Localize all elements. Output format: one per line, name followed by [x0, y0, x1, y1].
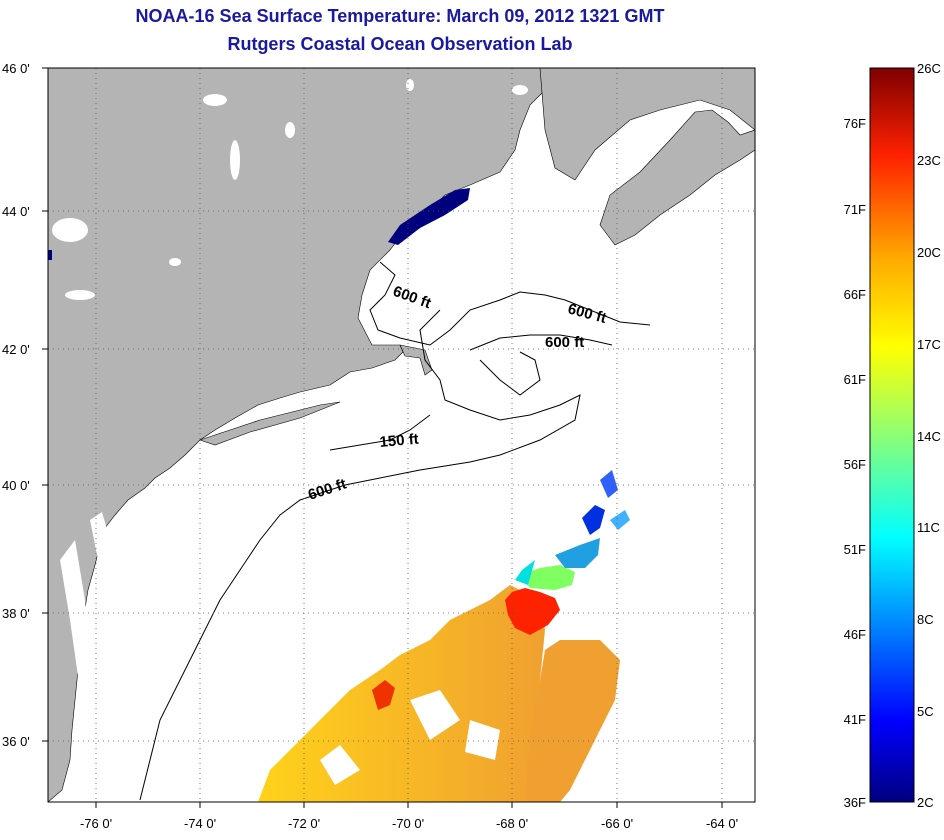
lat-label-42: 42 0' — [2, 342, 30, 357]
cb-c-14: 14C — [917, 429, 941, 444]
map-subtitle: Rutgers Coastal Ocean Observation Lab — [227, 34, 573, 54]
cb-f-51: 51F — [844, 542, 866, 557]
lon-label-68: -68 0' — [496, 816, 528, 831]
lon-label-74: -74 0' — [184, 816, 216, 831]
cb-c-26: 26C — [917, 61, 941, 76]
lat-label-44: 44 0' — [2, 204, 30, 219]
map-frame — [47, 67, 756, 803]
depth-label-150ft: 150 ft — [379, 431, 420, 451]
lat-label-38: 38 0' — [2, 606, 30, 621]
lat-label-40: 40 0' — [2, 478, 30, 493]
cb-f-41: 41F — [844, 712, 866, 727]
isobath-contours — [139, 261, 651, 801]
lon-label-66: -66 0' — [601, 816, 633, 831]
sst-patches — [258, 470, 630, 802]
depth-label-600ft-bank: 600 ft — [545, 334, 584, 351]
cb-c-5: 5C — [917, 704, 934, 719]
cb-f-56: 56F — [844, 457, 866, 472]
land-long-island — [199, 401, 341, 446]
cb-f-71: 71F — [844, 202, 866, 217]
cb-c-20: 20C — [917, 245, 941, 260]
land-new-brunswick — [539, 68, 755, 181]
cb-c-17: 17C — [917, 337, 941, 352]
map-title: NOAA-16 Sea Surface Temperature: March 0… — [135, 6, 665, 26]
cb-c-2: 2C — [917, 795, 934, 810]
lon-label-76: -76 0' — [80, 816, 112, 831]
cold-coastal-water — [388, 188, 470, 245]
cb-f-46: 46F — [844, 627, 866, 642]
lat-label-46: 46 0' — [2, 61, 30, 76]
cb-f-76: 76F — [844, 116, 866, 131]
colorbar — [869, 67, 915, 803]
cb-f-66: 66F — [844, 287, 866, 302]
cb-c-11: 11C — [917, 520, 940, 535]
lon-label-72: -72 0' — [288, 816, 320, 831]
cb-f-36: 36F — [844, 795, 866, 810]
lat-label-36: 36 0' — [2, 734, 30, 749]
lon-label-64: -64 0' — [706, 816, 738, 831]
cb-c-8: 8C — [917, 612, 934, 627]
lon-label-70: -70 0' — [392, 816, 424, 831]
ticks — [42, 67, 723, 808]
cb-c-23: 23C — [917, 153, 941, 168]
cb-f-61: 61F — [844, 372, 866, 387]
